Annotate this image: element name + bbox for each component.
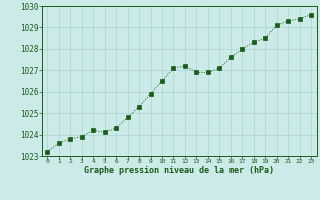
X-axis label: Graphe pression niveau de la mer (hPa): Graphe pression niveau de la mer (hPa)	[84, 166, 274, 175]
